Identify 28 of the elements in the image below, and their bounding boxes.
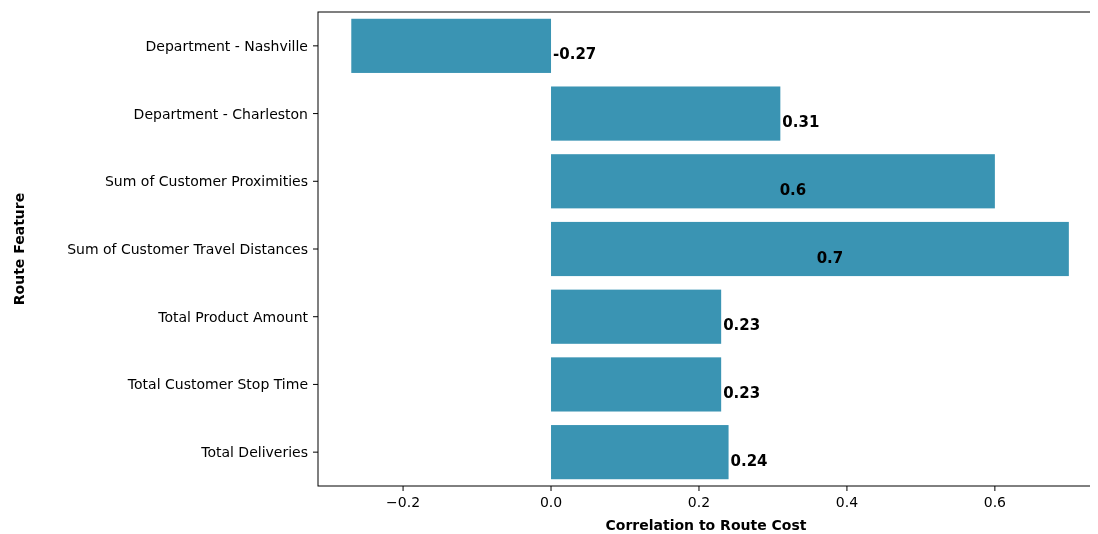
bar xyxy=(351,18,552,73)
bar xyxy=(551,221,1069,277)
data-label: 0.23 xyxy=(723,383,761,402)
data-label: 0.23 xyxy=(723,316,761,335)
x-tick-label: 0.4 xyxy=(835,494,859,510)
x-tick-label: −0.2 xyxy=(386,494,421,510)
y-tick-label: Department - Nashville xyxy=(145,37,308,54)
x-axis-title: Correlation to Route Cost xyxy=(605,517,807,533)
bar xyxy=(551,357,722,412)
data-label: 0.31 xyxy=(782,113,820,132)
bar xyxy=(551,86,781,141)
y-tick-label: Total Customer Stop Time xyxy=(126,376,308,393)
data-label: -0.27 xyxy=(553,45,597,64)
y-tick-label: Sum of Customer Travel Distances xyxy=(67,241,308,257)
data-label: 0.6 xyxy=(779,180,807,199)
x-tick-label: 0.6 xyxy=(983,494,1007,510)
y-tick-label: Total Deliveries xyxy=(200,444,308,461)
y-tick-label: Sum of Customer Proximities xyxy=(104,173,308,190)
x-tick-label: 0.0 xyxy=(539,494,563,510)
y-axis-title: Route Feature xyxy=(11,192,27,306)
y-tick-label: Department - Charleston xyxy=(133,105,308,122)
x-tick-label: 0.2 xyxy=(687,494,711,510)
data-label: 0.24 xyxy=(730,451,768,470)
bar xyxy=(551,425,729,480)
bar xyxy=(551,154,995,209)
data-label: 0.7 xyxy=(816,248,844,267)
bar xyxy=(551,289,722,344)
y-tick-label: Total Product Amount xyxy=(157,308,309,325)
